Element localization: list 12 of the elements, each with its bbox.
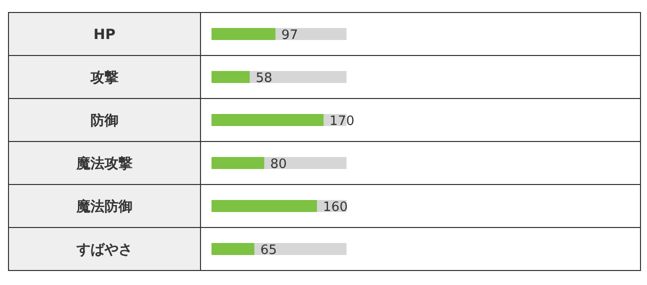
data-label: 58 bbox=[256, 71, 272, 86]
y-tick-label: 魔法攻撃 bbox=[76, 155, 132, 172]
y-tick-label: すばやさ bbox=[76, 242, 132, 258]
data-label: 65 bbox=[260, 243, 277, 258]
y-tick-label: 魔法防御 bbox=[76, 198, 132, 215]
data-label: 97 bbox=[281, 28, 298, 43]
y-tick-label: HP bbox=[94, 27, 116, 43]
y-tick-label: 攻撃 bbox=[90, 70, 118, 86]
data-label: 160 bbox=[322, 200, 348, 215]
data-label: 80 bbox=[270, 157, 287, 172]
data-label: 170 bbox=[330, 114, 354, 129]
y-tick-label: 防御 bbox=[90, 112, 118, 129]
